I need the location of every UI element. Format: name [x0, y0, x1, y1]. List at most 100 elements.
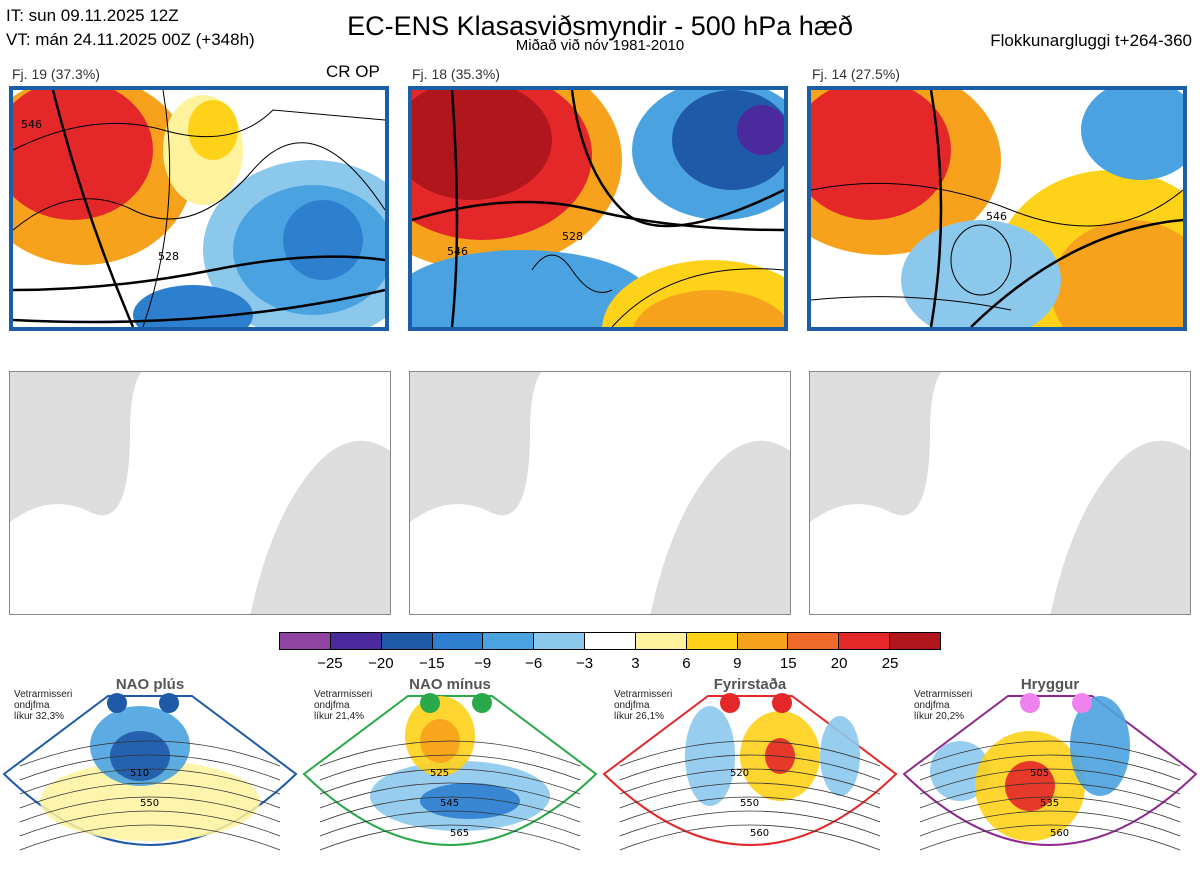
height-contour: [619, 796, 881, 823]
cluster-map-2[interactable]: 546 528: [408, 86, 788, 331]
contour-label: 525: [430, 768, 449, 779]
regime-marker-icon: [772, 693, 792, 713]
contour-label: 550: [140, 798, 159, 809]
colorbar-swatch: [483, 633, 535, 649]
regime-marker-icon: [720, 693, 740, 713]
page-title: EC-ENS Klasasviðsmyndir - 500 hPa hæð: [347, 11, 853, 41]
colorbar-tick-label: 9: [733, 655, 742, 672]
height-contour: [319, 796, 581, 823]
height-contour: [319, 740, 581, 767]
colorbar-swatch: [381, 633, 433, 649]
anomaly-area: [685, 706, 735, 806]
contour-label: 528: [158, 250, 179, 263]
height-contour: [919, 768, 1181, 795]
cluster-label-2: Fj. 18 (35.3%): [412, 66, 500, 82]
regime-name: NAO mínus: [409, 676, 491, 693]
height-contour: [19, 740, 281, 767]
regime-marker-icon: [107, 693, 127, 713]
svg-text:528: 528: [562, 230, 583, 243]
colorbar-swatch: [890, 633, 940, 649]
height-contour: [919, 796, 1181, 823]
regime-map: 520 550 560: [602, 693, 898, 851]
anomaly-area: [40, 761, 260, 841]
colorbar-swatch: [330, 633, 382, 649]
svg-text:546: 546: [986, 210, 1007, 223]
colorbar-tick-label: 15: [779, 655, 797, 672]
height-contour: [319, 754, 581, 781]
height-contour: [19, 810, 281, 837]
colorbar-tick-label: 6: [682, 655, 691, 672]
regime-probability: Vetrarmisseri ondjfma líkur 26,1%: [614, 689, 673, 722]
cluster-label-1: Fj. 19 (37.3%): [12, 66, 100, 82]
height-contour: [19, 782, 281, 809]
contour-label: 565: [450, 828, 469, 839]
colorbar-swatch: [839, 633, 891, 649]
regime-name: Hryggur: [1020, 676, 1080, 693]
height-contour: [619, 824, 881, 851]
height-contour: [919, 810, 1181, 837]
colorbar-swatch: [432, 633, 484, 649]
regime-name: NAO plús: [115, 676, 185, 693]
regime-name: Fyrirstaða: [713, 676, 787, 693]
colorbar-swatch: [686, 633, 738, 649]
regime-map: 525 545 565: [302, 693, 598, 851]
height-contour: [919, 754, 1181, 781]
height-contour: [319, 824, 581, 851]
height-contour: [919, 824, 1181, 851]
contour-label: 560: [1050, 828, 1069, 839]
colorbar-tick-label: −9: [474, 655, 492, 672]
regime-marker-icon: [159, 693, 179, 713]
reference-map-2: [409, 371, 791, 615]
colorbar-tick-label: −15: [419, 655, 445, 672]
anomaly-area: [110, 731, 170, 781]
colorbar-tick-label: −6: [525, 655, 543, 672]
cluster-map-3[interactable]: 546: [807, 86, 1187, 331]
valid-time: VT: mán 24.11.2025 00Z (+348h): [6, 30, 255, 49]
colorbar-swatch: [534, 633, 586, 649]
colorbar-tick-label: 3: [631, 655, 640, 672]
regime-map: 510 550: [2, 693, 298, 851]
contour-label: 520: [730, 768, 749, 779]
contour-label: 560: [750, 828, 769, 839]
cluster-label-3: Fj. 14 (27.5%): [812, 66, 900, 82]
colorbar-swatch: [737, 633, 789, 649]
contour-label: 510: [130, 768, 149, 779]
cluster-map-1[interactable]: 546 528: [9, 86, 389, 331]
height-contour: [19, 796, 281, 823]
height-contour: [619, 782, 881, 809]
contour-label: 546: [21, 118, 42, 131]
colorbar-tick-label: 25: [881, 655, 899, 672]
colorbar-tick-label: −3: [575, 655, 594, 672]
height-contour: [919, 782, 1181, 809]
colorbar-tick-label: −25: [317, 655, 343, 672]
height-contour: [19, 754, 281, 781]
colorbar-tick-label: 20: [830, 655, 848, 672]
regime-marker-icon: [420, 693, 440, 713]
height-contour: [619, 740, 881, 767]
regime-probability: Vetrarmisseri ondjfma líkur 21,4%: [314, 689, 373, 722]
reference-map-1: [9, 371, 391, 615]
init-time: IT: sun 09.11.2025 12Z: [6, 6, 179, 25]
classification-window: Flokkunargluggi t+264-360: [990, 31, 1192, 50]
height-contour: [19, 768, 281, 795]
height-contour: [19, 824, 281, 851]
contour-label: 550: [740, 798, 759, 809]
regime-marker-icon: [472, 693, 492, 713]
colorbar-swatch: [585, 633, 636, 649]
regime-marker-icon: [1072, 693, 1092, 713]
height-contour: [919, 740, 1181, 767]
anomaly-area: [420, 783, 520, 819]
height-contour: [319, 782, 581, 809]
height-contour: [319, 810, 581, 837]
regime-probability: Vetrarmisseri ondjfma líkur 32,3%: [14, 689, 73, 722]
colorbar-swatch: [788, 633, 840, 649]
height-contour: [619, 810, 881, 837]
contour-label: 505: [1030, 768, 1049, 779]
reference-map-3: [809, 371, 1191, 615]
colorbar-swatch: [280, 633, 331, 649]
contour-label: 535: [1040, 798, 1059, 809]
anomaly-area: [820, 716, 860, 796]
height-contour: [619, 754, 881, 781]
height-contour: [619, 768, 881, 795]
colorbar-tick-label: −20: [368, 655, 394, 672]
